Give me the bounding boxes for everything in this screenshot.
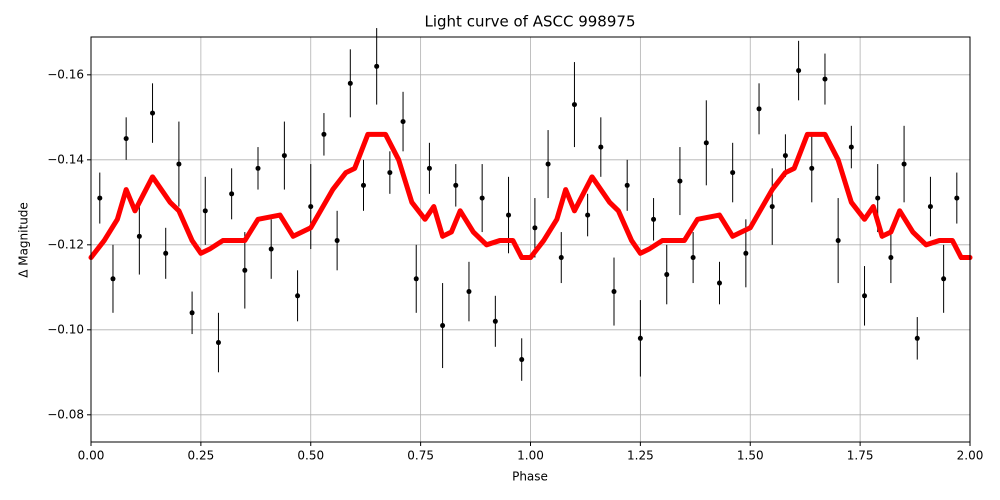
data-point xyxy=(202,208,208,214)
y-axis-label: Δ Magnitude xyxy=(17,202,31,278)
data-point xyxy=(743,250,749,256)
data-point xyxy=(268,246,274,252)
data-point xyxy=(809,165,815,171)
x-tick-label: 1.50 xyxy=(737,449,764,463)
data-point xyxy=(426,165,432,171)
data-point xyxy=(941,276,947,282)
data-point xyxy=(545,161,551,167)
x-axis-label: Phase xyxy=(512,470,548,484)
data-point xyxy=(506,212,512,218)
data-point xyxy=(624,182,630,188)
data-point xyxy=(413,276,419,282)
data-point xyxy=(255,165,261,171)
chart-title: Light curve of ASCC 998975 xyxy=(425,13,636,31)
y-tick-label: −0.12 xyxy=(47,237,84,251)
data-point xyxy=(347,80,353,86)
y-tick-label: −0.14 xyxy=(47,152,84,166)
data-point xyxy=(690,255,696,261)
x-tick-label: 0.75 xyxy=(407,449,434,463)
data-point xyxy=(176,161,182,167)
y-tick-label: −0.16 xyxy=(47,67,84,81)
data-point xyxy=(927,204,933,210)
data-point xyxy=(862,293,868,299)
data-point xyxy=(136,233,142,239)
data-point xyxy=(796,68,802,74)
ticks: 0.00 0.25 0.50 0.75 1.00 1.25 1.50 1.75 2.00 −0.1… xyxy=(47,67,983,462)
data-point xyxy=(651,216,657,222)
data-point xyxy=(150,110,156,116)
data-point xyxy=(611,289,617,295)
data-point xyxy=(822,76,828,82)
data-point xyxy=(400,119,406,125)
x-tick-label: 0.50 xyxy=(297,449,324,463)
data-point xyxy=(334,238,340,244)
data-point xyxy=(110,276,116,282)
data-point xyxy=(453,182,459,188)
data-point xyxy=(229,191,235,197)
data-point xyxy=(848,144,854,150)
data-point xyxy=(664,272,670,278)
data-point xyxy=(901,161,907,167)
data-point xyxy=(492,318,498,324)
data-point xyxy=(440,323,446,329)
data-point xyxy=(387,170,393,176)
plot-area xyxy=(88,28,973,381)
data-point xyxy=(716,280,722,286)
x-tick-label: 0.00 xyxy=(78,449,105,463)
data-point xyxy=(954,195,960,201)
data-point xyxy=(189,310,195,316)
data-point xyxy=(215,340,221,346)
data-point xyxy=(97,195,103,201)
x-tick-label: 0.25 xyxy=(188,449,215,463)
x-tick-label: 1.00 xyxy=(517,449,544,463)
data-point xyxy=(558,255,564,261)
data-point xyxy=(888,255,894,261)
data-point xyxy=(703,140,709,146)
x-tick-label: 2.00 xyxy=(957,449,984,463)
data-point xyxy=(163,250,169,256)
data-point xyxy=(598,144,604,150)
data-point xyxy=(914,335,920,341)
data-point xyxy=(321,131,327,137)
data-point xyxy=(123,136,129,142)
model-line xyxy=(88,131,973,261)
data-point xyxy=(756,106,762,112)
data-point xyxy=(730,170,736,176)
data-point xyxy=(308,204,314,210)
data-point xyxy=(585,212,591,218)
data-point xyxy=(769,204,775,210)
data-point xyxy=(360,182,366,188)
data-point xyxy=(281,153,287,159)
data-point xyxy=(479,195,485,201)
data-point xyxy=(519,357,525,363)
data-point xyxy=(374,63,380,69)
data-point xyxy=(637,335,643,341)
y-tick-label: −0.08 xyxy=(47,407,84,421)
data-point xyxy=(677,178,683,184)
data-point xyxy=(875,195,881,201)
x-tick-label: 1.25 xyxy=(627,449,654,463)
data-point xyxy=(242,267,248,273)
y-tick-label: −0.10 xyxy=(47,322,84,336)
data-point xyxy=(466,289,472,295)
data-point xyxy=(571,102,577,108)
data-point xyxy=(532,225,538,231)
data-point xyxy=(782,153,788,159)
data-point xyxy=(295,293,301,299)
x-tick-label: 1.75 xyxy=(847,449,874,463)
data-point xyxy=(835,238,841,244)
